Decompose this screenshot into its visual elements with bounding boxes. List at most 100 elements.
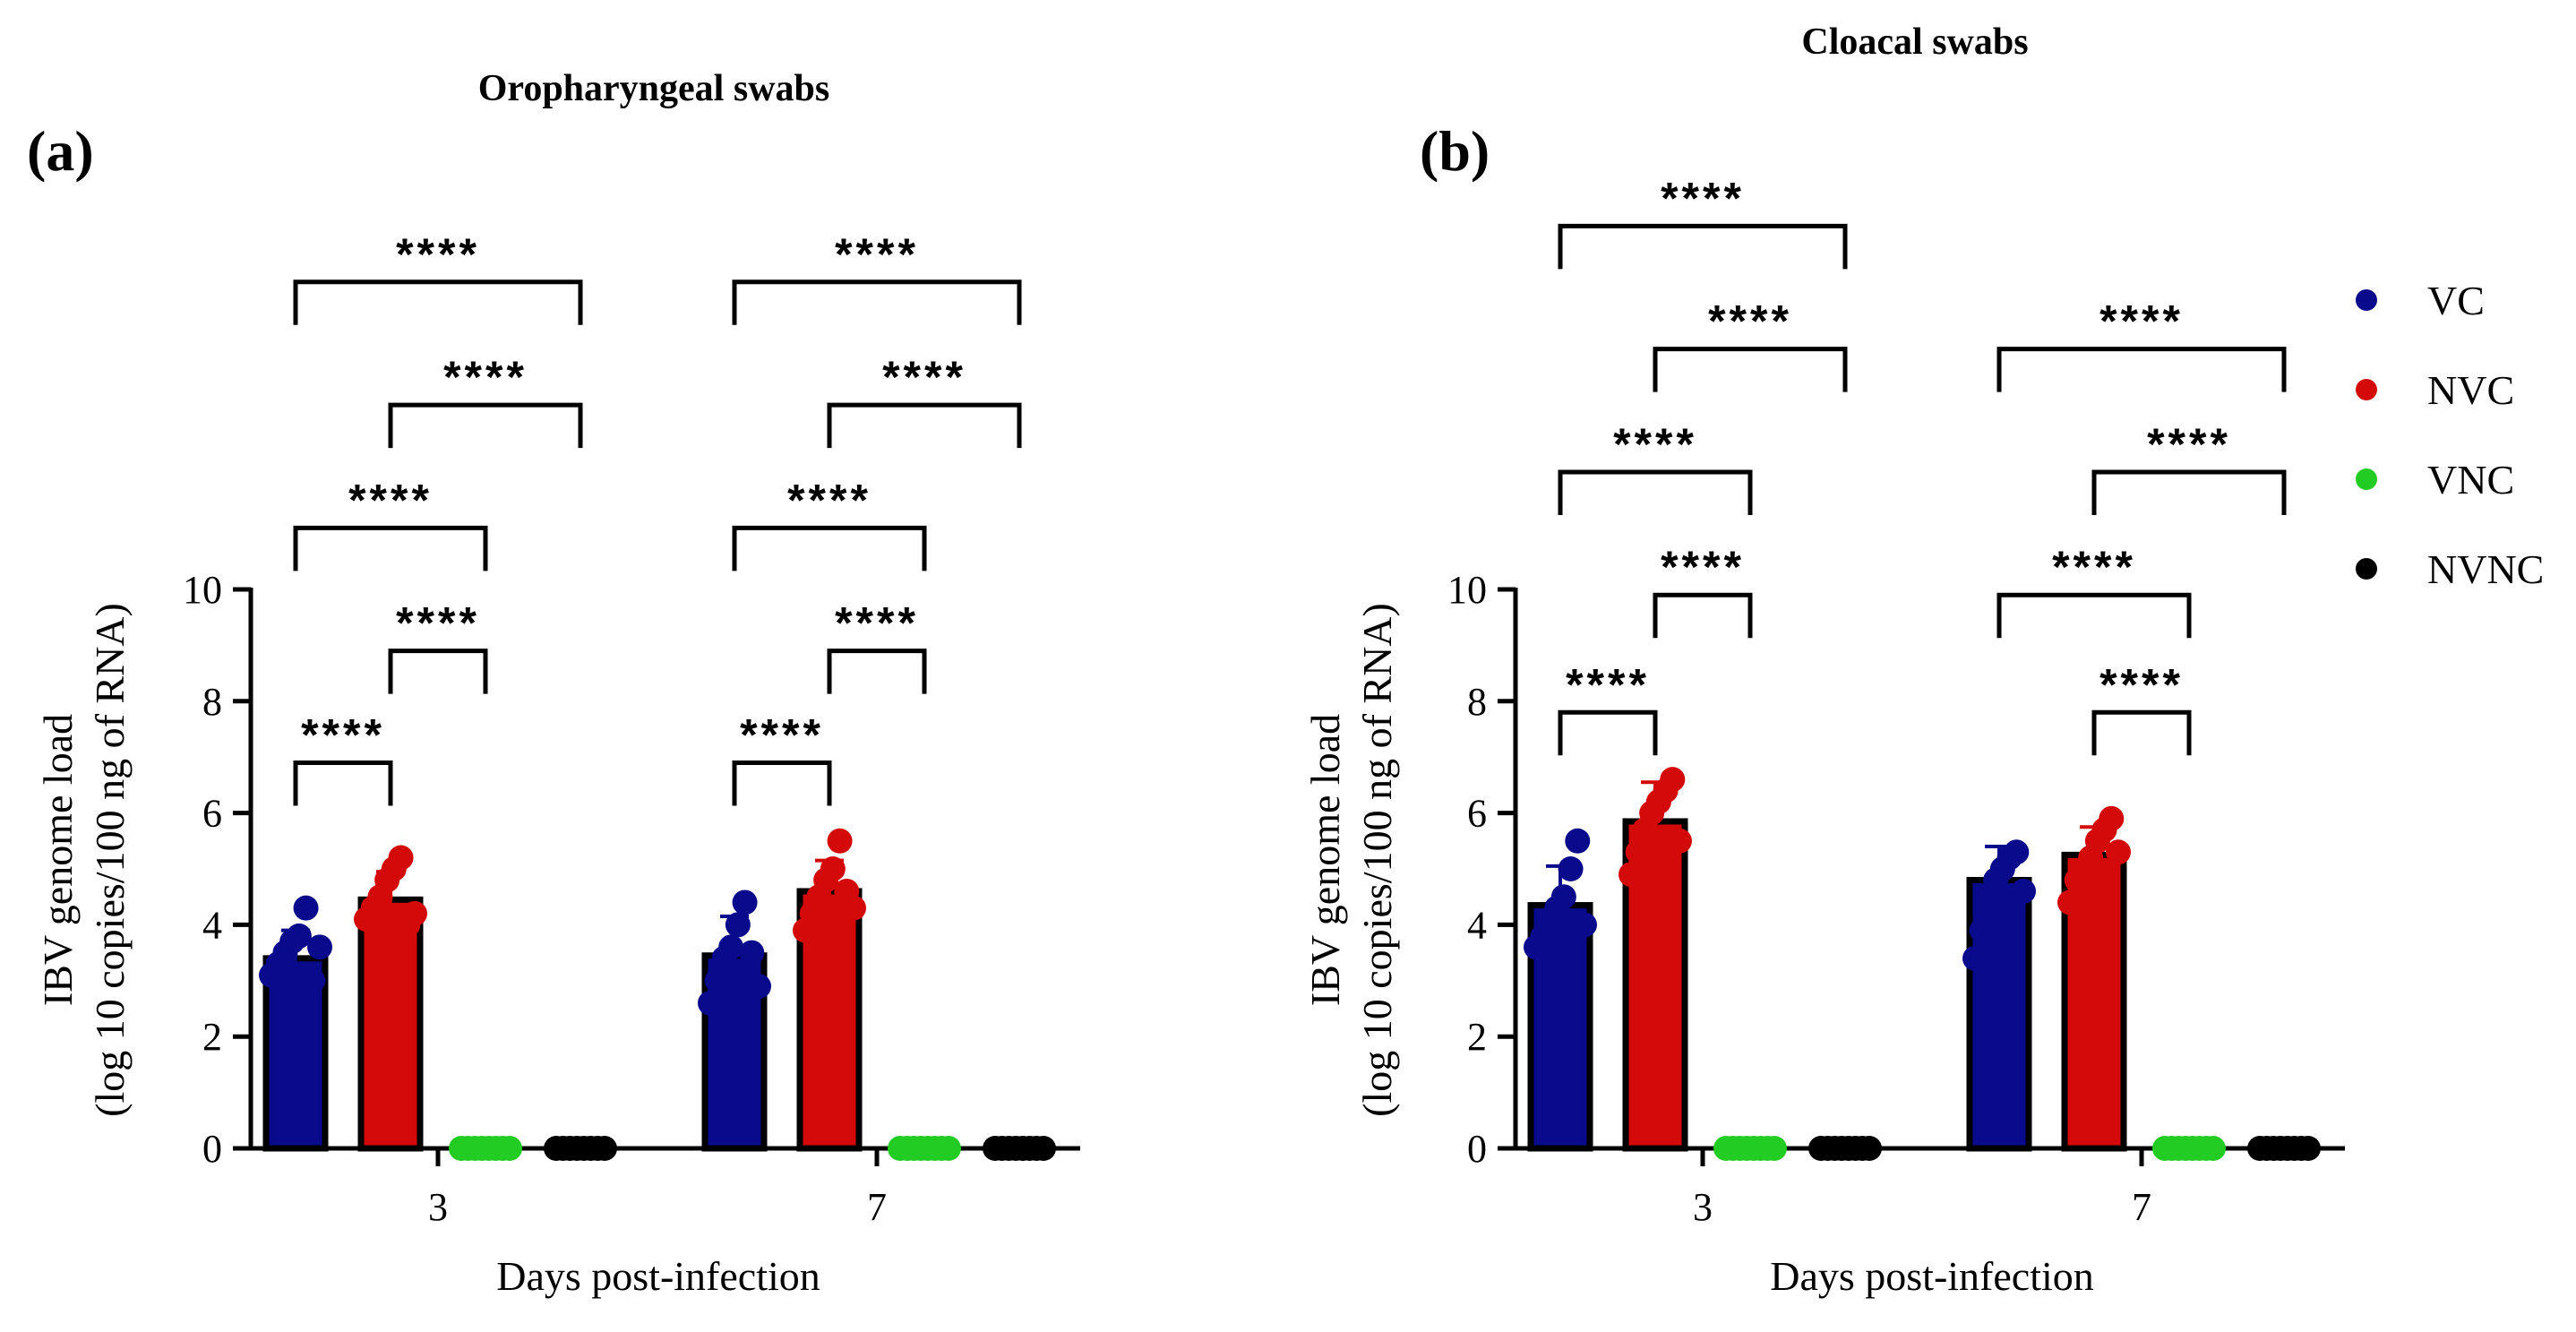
y-tick-label: 10 (1447, 568, 1487, 612)
significance-label: **** (443, 352, 528, 402)
significance-label: **** (2052, 542, 2136, 592)
data-point-vc (1558, 856, 1584, 881)
data-point-nvnc (2296, 1136, 2321, 1161)
legend-marker-vc (2356, 289, 2377, 311)
significance-bracket (732, 525, 927, 571)
data-point-nvc (2106, 839, 2131, 865)
panel-a-ylabel-line1: IBV genome load (35, 714, 81, 1006)
data-point-nvc (2057, 889, 2082, 915)
y-tick-label: 8 (1467, 680, 1487, 724)
data-point-nvc (402, 900, 427, 926)
significance-label: **** (882, 352, 966, 402)
data-point-nvc (2099, 805, 2125, 831)
data-point-vc (725, 912, 751, 938)
y-tick-label: 2 (1467, 1015, 1487, 1059)
significance-bracket (1653, 347, 1848, 392)
significance-bracket (388, 649, 488, 694)
significance-label: **** (396, 598, 480, 649)
data-point-vc (718, 934, 744, 960)
data-point-vc (1962, 945, 1988, 971)
legend-label-nvc: NVC (2427, 367, 2514, 413)
panel-a-xlabel: Days post-infection (496, 1253, 820, 1299)
significance-bracket (732, 279, 1022, 325)
significance-bracket (1558, 469, 1753, 515)
significance-bracket (1996, 592, 2192, 639)
x-tick-label: 7 (2132, 1185, 2151, 1229)
data-point-vc (307, 934, 332, 960)
panel-b-ylabel-line1: IBV genome load (1302, 714, 1348, 1006)
data-point-vc (1969, 917, 1995, 943)
significance-label: **** (2099, 659, 2184, 709)
y-tick-label: 6 (202, 792, 222, 836)
data-point-vnc (936, 1136, 961, 1161)
significance-bracket (827, 402, 1022, 449)
panel-b-ylabel-line2: (log 10 copies/100 ng of RNA) (1354, 603, 1400, 1117)
data-point-vc (1572, 912, 1597, 938)
data-point-vc (293, 895, 319, 921)
panel-b-title: Cloacal swabs (1801, 21, 2028, 63)
significance-bracket (732, 760, 832, 806)
legend: VC NVC VNC NVNC (2356, 278, 2544, 592)
legend-label-vnc: VNC (2427, 457, 2514, 503)
significance-label: **** (1661, 542, 1745, 592)
y-tick-label: 10 (183, 568, 222, 612)
data-point-nvc (388, 845, 414, 871)
significance-label: **** (1708, 296, 1792, 347)
data-point-vc (732, 889, 758, 915)
panel-a-letter: (a) (27, 119, 94, 183)
data-point-vc (698, 990, 723, 1016)
significance-label: **** (396, 229, 480, 279)
y-tick-label: 4 (202, 903, 222, 947)
significance-label: **** (1613, 419, 1697, 469)
panel-a-title: Oropharyngeal swabs (478, 68, 829, 109)
data-point-nvc (1660, 767, 1686, 793)
data-point-vc (739, 940, 765, 966)
significance-bracket (293, 525, 488, 571)
significance-label: **** (2099, 296, 2184, 347)
data-point-vc (704, 967, 730, 993)
panel-b-letter: (b) (1420, 119, 1490, 183)
panel-b-xlabel: Days post-infection (1770, 1253, 2094, 1299)
legend-label-vc: VC (2427, 278, 2485, 323)
significance-bracket (2091, 469, 2287, 515)
significance-bracket (293, 760, 393, 806)
bar-nvc (357, 896, 424, 1152)
data-point-nvc (841, 895, 866, 921)
data-point-nvc (1625, 839, 1651, 865)
significance-bracket (1558, 709, 1658, 756)
y-tick-label: 4 (1467, 903, 1487, 947)
data-point-nvc (1619, 862, 1644, 888)
significance-bracket (827, 649, 927, 694)
data-point-vc (286, 923, 312, 949)
panel-a: Oropharyngeal swabs (a) IBV genome load … (27, 68, 1080, 1299)
significance-bracket (388, 402, 583, 449)
y-tick-label: 0 (202, 1127, 222, 1171)
data-point-vnc (1762, 1136, 1787, 1161)
y-tick-label: 2 (202, 1015, 222, 1059)
significance-label: **** (787, 475, 872, 525)
data-point-nvnc (1031, 1136, 1056, 1161)
x-tick-label: 7 (867, 1185, 887, 1229)
legend-marker-nvc (2356, 379, 2377, 400)
significance-label: **** (835, 229, 919, 279)
data-point-vc (2004, 839, 2030, 865)
panel-b: Cloacal swabs (b) IBV genome load (log 1… (1302, 21, 2345, 1299)
significance-bracket (293, 279, 583, 325)
significance-bracket (1653, 592, 1753, 639)
significance-bracket (1996, 347, 2287, 392)
data-point-nvc (827, 828, 853, 854)
data-point-nvc (1667, 828, 1692, 854)
data-point-vc (300, 967, 326, 993)
x-tick-label: 3 (1693, 1185, 1713, 1229)
data-point-vc (1550, 884, 1576, 910)
significance-label: **** (1566, 659, 1650, 709)
legend-marker-vnc (2356, 468, 2377, 490)
significance-label: **** (1661, 173, 1745, 223)
data-point-nvnc (592, 1136, 617, 1161)
significance-label: **** (2147, 419, 2231, 469)
significance-label: **** (740, 709, 824, 760)
significance-bracket (2091, 709, 2192, 756)
data-point-vnc (2201, 1136, 2226, 1161)
